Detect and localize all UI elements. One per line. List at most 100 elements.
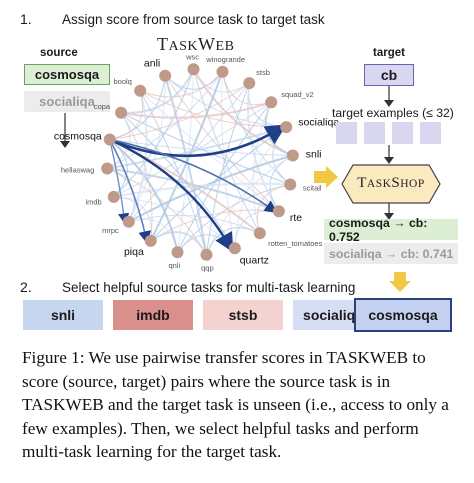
graph-edge-quartz xyxy=(109,138,234,253)
step-2-number: 2. xyxy=(20,279,32,295)
graph-highlight-edges xyxy=(109,124,287,253)
graph-edge-rte xyxy=(109,138,278,214)
example-block xyxy=(420,122,441,144)
taskweb-graph: anli wsc winogrande stsb squad_v2 socialiqa sn… xyxy=(54,52,339,272)
target-down-arrow xyxy=(384,86,394,107)
graph-edge xyxy=(113,182,291,198)
graph-edge xyxy=(107,71,223,169)
graph-node-hellaswag xyxy=(101,162,114,175)
graph-edge xyxy=(109,138,179,253)
graph-edge xyxy=(109,82,250,140)
to-taskshop-arrow xyxy=(314,166,338,188)
graph-label-qnli: qnli xyxy=(169,261,181,270)
graph-label-imdb: imdb xyxy=(85,198,101,207)
graph-label-quartz: quartz xyxy=(240,254,269,266)
graph-edge xyxy=(205,82,250,255)
graph-edge xyxy=(128,154,294,223)
example-block xyxy=(364,122,385,144)
source-down-arrow xyxy=(60,113,70,148)
graph-node-snli xyxy=(286,149,299,162)
graph-edge xyxy=(109,139,293,157)
graph-label-anli: anli xyxy=(144,58,160,70)
graph-label-wsc: wsc xyxy=(185,52,199,61)
graph-edge xyxy=(128,82,250,223)
graph-label-squad_v2: squad_v2 xyxy=(281,90,314,99)
taskshop-down-arrow xyxy=(384,203,394,220)
graph-label-mrpc: mrpc xyxy=(102,226,119,235)
source-task-cosmosqa: cosmosqa xyxy=(24,64,110,85)
graph-node-stsb xyxy=(243,77,256,90)
graph-edge-piqa xyxy=(109,139,151,244)
graph-edge xyxy=(121,68,195,114)
graph-edge xyxy=(120,112,291,185)
source-task-socialiqa: socialiqa xyxy=(24,91,110,112)
graph-node-wsc xyxy=(187,63,200,76)
graph-node-quartz xyxy=(228,242,241,255)
graph-node-mrpc xyxy=(122,215,135,228)
graph-label-socialiqa: socialiqa xyxy=(298,116,339,128)
graph-node-scitail xyxy=(284,178,297,191)
graph-edge xyxy=(246,83,280,212)
target-task-cb: cb xyxy=(364,64,414,86)
selected-task-stsb: stsb xyxy=(203,300,283,330)
graph-node-cosmosqa xyxy=(103,133,116,146)
graph-label-cosmosqa: cosmosqa xyxy=(54,130,102,142)
graph-edge xyxy=(127,90,148,223)
graph-edge xyxy=(107,167,280,213)
graph-edge xyxy=(222,71,291,185)
graph-label-snli: snli xyxy=(306,149,322,161)
graph-node-winogrande xyxy=(216,65,229,78)
selected-task-cosmosqa: cosmosqa xyxy=(354,298,452,332)
example-block xyxy=(336,122,357,144)
taskshop-label: TASKSHOP xyxy=(357,175,425,191)
graph-node-piqa xyxy=(144,234,157,247)
graph-label-qqp: qqp xyxy=(201,264,214,273)
examples-down-arrow xyxy=(384,145,394,164)
example-block xyxy=(392,122,413,144)
to-selection-arrow xyxy=(389,272,411,292)
graph-edge xyxy=(177,101,272,253)
figure-caption: Figure 1: We use pairwise transfer score… xyxy=(22,346,462,464)
graph-edge xyxy=(128,214,260,234)
taskweb-title: TASKWEB xyxy=(157,34,235,54)
graph-nodes: anli wsc winogrande stsb squad_v2 socialiqa sn… xyxy=(54,52,339,272)
graph-edge xyxy=(120,101,272,119)
score-socialiqa-cb: socialiqa → cb: 0.741 xyxy=(324,243,458,264)
graph-label-rte: rte xyxy=(290,212,302,224)
step-1-number: 1. xyxy=(20,11,32,27)
graph-edge xyxy=(107,168,207,256)
graph-label-winogrande: winogrande xyxy=(205,55,245,64)
caption-text: Figure 1: We use pairwise transfer score… xyxy=(22,348,454,462)
graph-edge-socialiqa xyxy=(109,124,287,158)
graph-edge xyxy=(139,90,280,212)
taskshop-shape xyxy=(341,164,441,204)
graph-label-hellaswag: hellaswag xyxy=(61,165,94,174)
graph-edge xyxy=(139,90,207,255)
graph-node-socialiqa xyxy=(280,121,293,134)
selected-task-snli: snli xyxy=(23,300,103,330)
graph-edge-mrpc xyxy=(109,139,130,225)
graph-edge xyxy=(221,71,236,249)
graph-label-rotten_tomatoes: rotten_tomatoes xyxy=(268,239,322,248)
graph-edge xyxy=(140,71,223,98)
target-label: target xyxy=(373,47,405,59)
graph-node-rotten_tomatoes xyxy=(253,227,266,240)
graph-label-boolq: boolq xyxy=(114,77,132,86)
score-cosmosqa-cb: cosmosqa → cb: 0.752 xyxy=(324,216,458,244)
selected-task-imdb: imdb xyxy=(113,300,193,330)
graph-edge xyxy=(113,69,194,198)
graph-label-copa: copa xyxy=(94,102,111,111)
graph-node-anli xyxy=(159,69,172,82)
graph-node-squad_v2 xyxy=(265,96,278,109)
graph-label-stsb: stsb xyxy=(256,68,270,77)
graph-node-qnli xyxy=(171,246,184,259)
graph-edge xyxy=(120,112,153,241)
graph-node-rte xyxy=(272,205,285,218)
graph-edge xyxy=(109,90,144,140)
graph-node-copa xyxy=(115,106,128,119)
step-1-text: Assign score from source task to target … xyxy=(62,12,325,27)
graph-edge xyxy=(109,139,128,198)
step-2-text: Select helpful source tasks for multi-ta… xyxy=(62,280,356,295)
target-examples-label: target examples (≤ 32) xyxy=(332,106,454,120)
graph-node-imdb xyxy=(107,190,120,203)
